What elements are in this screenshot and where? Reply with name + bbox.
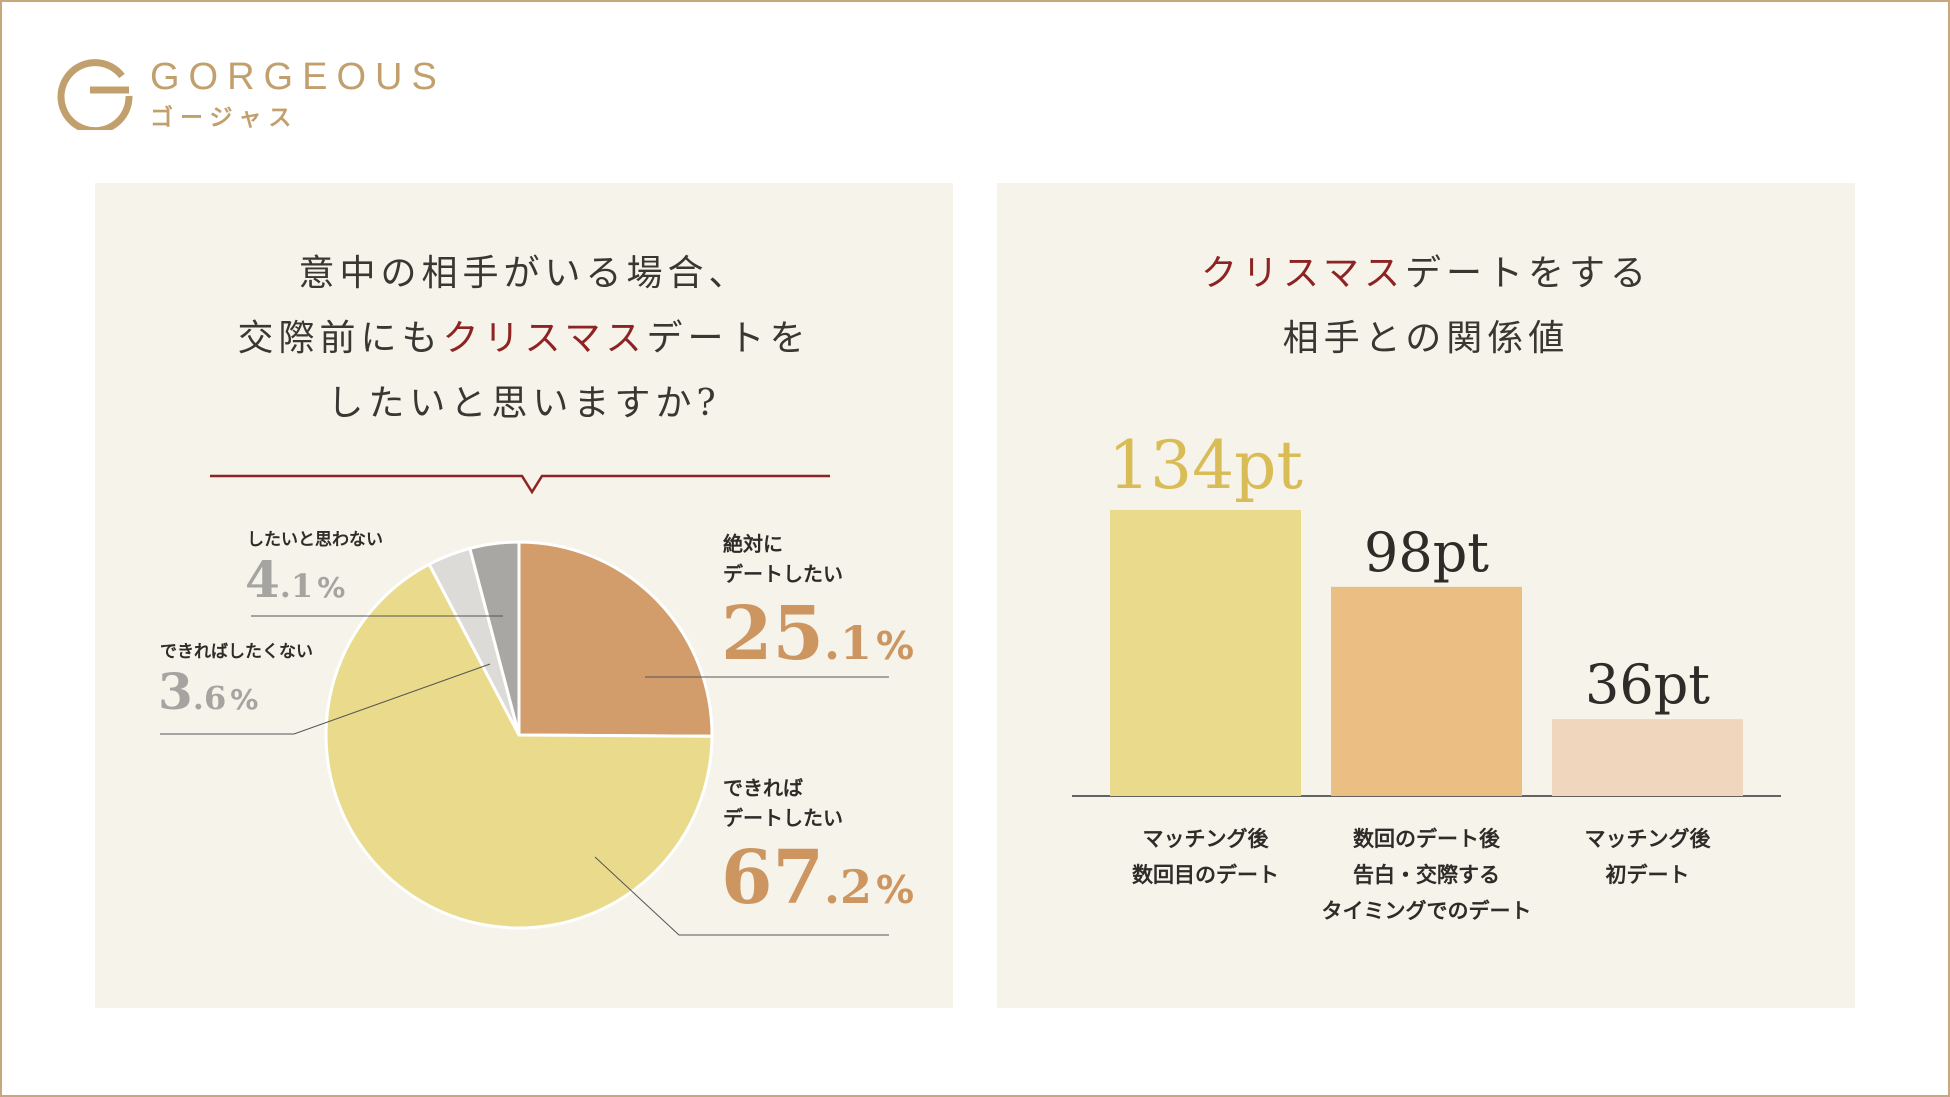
slice-label: デートしたい <box>723 562 843 586</box>
pie-slice <box>517 540 714 738</box>
leader-line <box>594 856 889 936</box>
bar-title-line2: 相手との関係値 <box>1282 318 1570 359</box>
bar-value-label: 98pt <box>1364 521 1489 584</box>
bar-chart: 134ptマッチング後数回目のデート98pt数回のデート後告白・交際するタイミン… <box>1072 427 1781 923</box>
pie-slice <box>467 540 521 736</box>
bar-chart-title: クリスマスデートをする 相手との関係値 <box>997 241 1855 371</box>
slice-label: できれば <box>723 776 803 800</box>
pie-title-line2: 交際前にもクリスマスデートを <box>237 318 811 359</box>
pie-slice <box>324 562 714 930</box>
bar-category-label: マッチング後 <box>1143 827 1270 851</box>
pie-question-title: 意中の相手がいる場合、 交際前にもクリスマスデートを したいと思いますか? <box>95 241 953 436</box>
brand-name: GORGEOUS <box>150 56 446 98</box>
bar-title-line1: クリスマスデートをする <box>1201 253 1651 294</box>
slice-percent: 25.1% <box>721 591 914 677</box>
slice-percent: 4.1% <box>245 550 345 609</box>
bar <box>1110 510 1301 796</box>
slice-percent: 3.6% <box>158 662 258 721</box>
slice-label: したいと思わない <box>247 530 383 550</box>
bar-value-label: 36pt <box>1585 653 1710 716</box>
pie-title-line3: したいと思いますか? <box>327 383 721 424</box>
slice-label: 絶対に <box>723 532 783 556</box>
slice-percent: 67.2% <box>721 835 914 921</box>
brand-kana: ゴージャス <box>150 105 299 131</box>
gorgeous-logo-icon <box>57 59 133 130</box>
bar <box>1331 586 1522 796</box>
bar-category-label: 初デート <box>1606 863 1690 887</box>
relationship-bar-panel: クリスマスデートをする 相手との関係値 134pt マッチング後 数回目のデート 98… <box>997 183 1855 1008</box>
bar-category-label: タイミングでのデート <box>1322 899 1532 923</box>
pie-title-line1: 意中の相手がいる場合、 <box>298 253 750 294</box>
bar <box>1552 719 1743 796</box>
survey-pie-panel: 意中の相手がいる場合、 交際前にもクリスマスデートを したいと思いますか? 絶対… <box>95 183 953 1008</box>
bar-category-label: 数回のデート後 <box>1353 827 1501 851</box>
title-callout-divider <box>210 474 830 495</box>
leader-line <box>160 663 491 735</box>
bar-value-label: 134pt <box>1108 427 1303 504</box>
slice-label: デートしたい <box>723 806 843 830</box>
bar-category-label: マッチング後 <box>1585 827 1712 851</box>
slice-label: できればしたくない <box>160 642 313 662</box>
bar-category-label: 告白・交際する <box>1353 863 1500 887</box>
bar-category-label: 数回目のデート <box>1132 863 1279 887</box>
